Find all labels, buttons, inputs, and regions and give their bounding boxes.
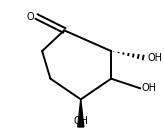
Text: OH: OH bbox=[142, 83, 156, 93]
Text: O: O bbox=[26, 12, 34, 22]
Polygon shape bbox=[78, 99, 84, 127]
Text: OH: OH bbox=[147, 53, 162, 63]
Text: OH: OH bbox=[73, 116, 88, 126]
